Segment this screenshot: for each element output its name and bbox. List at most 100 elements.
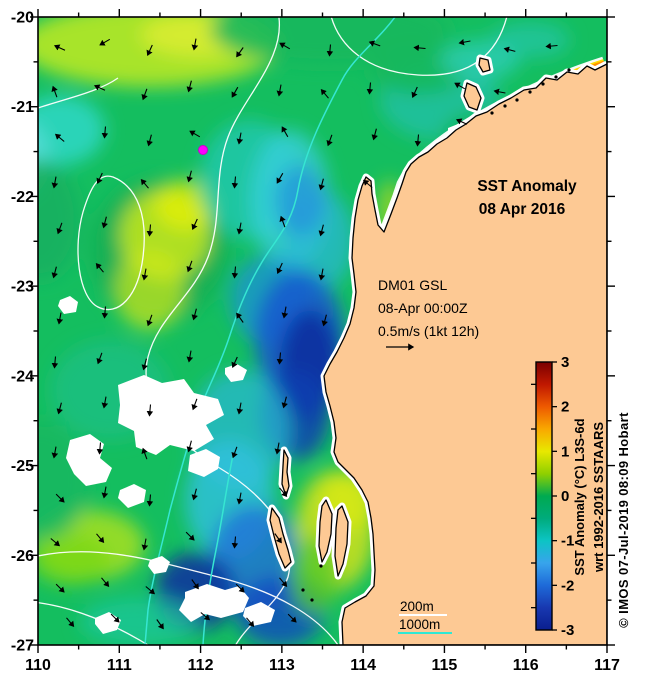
current-vector-arrow	[326, 44, 334, 57]
current-vector-arrow	[326, 134, 333, 147]
current-vector-arrow	[281, 306, 289, 319]
current-vector-arrow	[94, 84, 106, 91]
current-vector-arrow	[101, 486, 109, 499]
current-vector-arrow	[189, 130, 201, 138]
current-vector-arrow	[191, 579, 199, 590]
current-vector-arrow	[191, 218, 198, 230]
island-bernier-dorre	[281, 449, 290, 497]
y-axis-tick-label: -23	[11, 279, 34, 296]
x-axis-tick-label: 111	[107, 657, 132, 674]
current-vector-arrow	[274, 442, 282, 455]
current-vector-arrow	[236, 222, 244, 235]
current-vector-arrow	[146, 404, 154, 417]
x-axis-tick-label: 110	[25, 657, 51, 674]
current-vector-arrow	[146, 494, 154, 507]
colorbar-tick-label: 2	[561, 399, 569, 416]
current-vector-arrow	[191, 398, 198, 411]
current-vector-arrow	[186, 440, 193, 453]
current-vector-arrow	[95, 262, 104, 273]
current-vector-arrow	[371, 128, 378, 141]
current-vector-arrow	[200, 612, 211, 621]
depth-legend: 200m 1000m	[398, 599, 452, 634]
station-scale: 0.5m/s (1kt 12h)	[378, 323, 479, 339]
current-vector-arrow	[146, 44, 153, 56]
y-axis-tick-label: -26	[11, 548, 34, 565]
colorbar-ticks	[531, 361, 557, 631]
current-vector-arrow	[279, 577, 288, 588]
current-vector-arrow	[236, 402, 244, 415]
station-time: 08-Apr 00:00Z	[378, 300, 468, 316]
y-axis-tick-label: -22	[11, 189, 34, 206]
current-vector-arrow	[55, 583, 65, 593]
current-vector-arrow	[281, 126, 289, 138]
current-vector-arrow	[414, 134, 422, 147]
island-montebello	[478, 57, 491, 73]
current-vector-arrow	[276, 172, 284, 184]
current-vector-arrow	[191, 488, 198, 501]
station-annotation: DM01 GSL 08-Apr 00:00Z 0.5m/s (1kt 12h)	[378, 277, 479, 351]
current-vector-arrow	[146, 134, 153, 147]
current-vector-arrow	[279, 487, 288, 498]
colorbar-tick-label: 3	[561, 354, 569, 371]
axis-labels: 110 111 112 113 114 115 116 117-20-21-22-23-24-…	[11, 10, 620, 675]
y-axis-tick-label: -27	[11, 638, 34, 655]
depth-200m-label: 200m	[400, 599, 434, 614]
colorbar-tick-label: 0	[561, 488, 569, 505]
current-vector-arrow	[231, 446, 238, 459]
current-vector-arrow	[186, 350, 194, 363]
current-vector-arrow	[231, 356, 238, 368]
current-vector-arrow	[279, 42, 291, 50]
current-vector-arrow	[321, 314, 328, 327]
colorbar-tick-label: 1	[561, 443, 569, 460]
coastal-islets	[301, 68, 571, 602]
current-vector-arrow	[96, 352, 103, 365]
current-vector-arrow	[279, 215, 286, 228]
x-axis-tick-label: 113	[269, 657, 295, 674]
current-vector-arrow	[318, 224, 325, 237]
current-vector-arrow	[96, 442, 104, 455]
x-axis-tick-label: 116	[513, 657, 539, 674]
current-vector-arrow	[503, 46, 516, 53]
current-vector-arrow	[276, 84, 284, 97]
depth-1000m-label: 1000m	[399, 617, 440, 632]
current-vector-arrow	[51, 85, 58, 98]
colorbar-tick-label: -3	[561, 622, 574, 639]
current-vector-arrow	[413, 44, 426, 52]
peninsula-peron-west	[318, 499, 333, 563]
current-vector-arrow	[101, 577, 110, 588]
colorbar: 3 2 1 0 -1 -2 -3 SST Anomaly (°C) L3S-6d wrt 1…	[531, 354, 606, 639]
colorbar-tick-label: -1	[561, 533, 574, 550]
map-date: 08 Apr 2016	[479, 201, 566, 218]
current-vector-arrow	[185, 531, 195, 541]
y-axis-tick-label: -25	[11, 458, 34, 475]
current-vector-arrow	[368, 40, 381, 47]
current-vector-arrow	[276, 352, 284, 365]
current-vector-arrow	[51, 446, 59, 459]
axis-ticks	[30, 9, 615, 653]
current-vector-arrow	[236, 312, 244, 323]
current-vector-arrow	[141, 88, 148, 101]
current-vector-arrow	[191, 308, 198, 321]
current-vector-arrow	[287, 613, 297, 623]
current-vector-arrow	[246, 617, 255, 628]
x-axis-tick-label: 115	[432, 657, 458, 674]
current-vector-arrow	[54, 44, 66, 51]
current-vector-arrow	[146, 224, 154, 237]
current-vector-arrow	[141, 538, 149, 551]
current-vector-arrow	[231, 536, 239, 549]
current-vector-arrow	[191, 38, 199, 51]
current-vector-arrow	[56, 402, 63, 415]
current-vector-arrow	[274, 533, 282, 544]
current-vector-arrow	[231, 86, 239, 98]
current-vector-arrow	[141, 358, 148, 371]
current-vector-arrow	[51, 356, 59, 369]
cloud-cover	[58, 124, 466, 634]
y-axis-tick-label: -21	[11, 99, 34, 116]
current-vector-arrow	[186, 260, 193, 273]
current-vector-arrow	[411, 86, 418, 98]
current-vector-arrow	[140, 178, 149, 189]
credit-text: © IMOS 07-Jul-2019 08:09 Hobart	[616, 412, 631, 628]
current-vector-arrow	[54, 133, 65, 142]
colorbar-label-line1: SST Anomaly (°C) L3S-6d	[572, 418, 587, 575]
